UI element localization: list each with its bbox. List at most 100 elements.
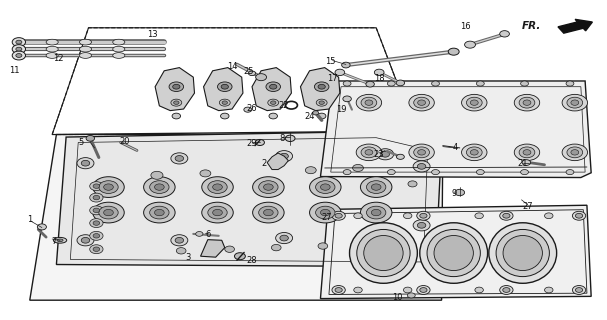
Ellipse shape [461, 144, 487, 161]
Ellipse shape [219, 99, 230, 106]
Ellipse shape [519, 147, 535, 158]
Ellipse shape [396, 154, 404, 159]
Ellipse shape [404, 213, 412, 219]
Ellipse shape [448, 48, 459, 55]
Ellipse shape [90, 206, 103, 215]
Ellipse shape [418, 222, 426, 228]
Ellipse shape [417, 211, 430, 220]
Ellipse shape [367, 181, 386, 194]
Ellipse shape [144, 202, 175, 223]
Ellipse shape [80, 52, 92, 58]
Ellipse shape [409, 94, 435, 111]
Ellipse shape [343, 96, 351, 102]
Ellipse shape [171, 153, 188, 164]
Ellipse shape [12, 51, 25, 60]
Ellipse shape [356, 144, 382, 161]
Polygon shape [30, 131, 443, 300]
Ellipse shape [202, 177, 233, 197]
Ellipse shape [221, 84, 228, 89]
Ellipse shape [285, 135, 295, 141]
Ellipse shape [12, 38, 25, 47]
Text: 14: 14 [227, 62, 237, 71]
Polygon shape [155, 68, 194, 111]
Ellipse shape [353, 164, 364, 172]
Ellipse shape [544, 287, 553, 293]
Text: 18: 18 [374, 74, 384, 83]
Ellipse shape [113, 52, 125, 58]
Ellipse shape [248, 71, 256, 76]
Ellipse shape [432, 170, 439, 175]
Ellipse shape [350, 223, 418, 283]
Ellipse shape [46, 39, 58, 45]
Ellipse shape [434, 236, 473, 270]
Ellipse shape [99, 206, 118, 219]
Ellipse shape [489, 223, 557, 283]
Ellipse shape [571, 150, 578, 155]
Ellipse shape [470, 100, 478, 105]
Ellipse shape [155, 209, 164, 216]
Ellipse shape [12, 45, 25, 53]
Ellipse shape [476, 170, 484, 175]
Ellipse shape [407, 293, 415, 298]
Text: 7: 7 [52, 237, 56, 246]
Text: 29: 29 [247, 139, 257, 148]
Ellipse shape [104, 209, 114, 216]
Ellipse shape [253, 202, 284, 223]
Ellipse shape [176, 248, 186, 254]
Ellipse shape [276, 151, 293, 162]
Polygon shape [267, 153, 288, 170]
Ellipse shape [361, 147, 377, 158]
Ellipse shape [500, 285, 513, 294]
Ellipse shape [342, 62, 350, 68]
Polygon shape [320, 205, 591, 299]
Ellipse shape [90, 219, 103, 228]
Ellipse shape [93, 221, 100, 225]
Ellipse shape [305, 167, 316, 174]
Ellipse shape [212, 209, 222, 216]
Ellipse shape [377, 230, 394, 241]
Ellipse shape [335, 213, 342, 218]
Ellipse shape [256, 140, 265, 146]
Ellipse shape [404, 287, 412, 293]
Ellipse shape [200, 170, 211, 177]
Ellipse shape [544, 213, 553, 219]
Ellipse shape [212, 184, 222, 190]
Ellipse shape [46, 52, 58, 58]
Ellipse shape [99, 181, 118, 194]
Ellipse shape [175, 156, 183, 161]
Ellipse shape [77, 235, 94, 246]
Ellipse shape [354, 213, 362, 219]
Ellipse shape [332, 285, 345, 294]
Ellipse shape [514, 144, 540, 161]
Ellipse shape [244, 107, 252, 112]
Ellipse shape [16, 53, 22, 57]
Ellipse shape [217, 82, 232, 92]
Ellipse shape [171, 235, 188, 246]
Ellipse shape [496, 229, 549, 276]
Ellipse shape [234, 253, 245, 260]
Ellipse shape [172, 84, 180, 89]
Ellipse shape [418, 164, 426, 169]
Ellipse shape [470, 150, 478, 155]
Ellipse shape [354, 287, 362, 293]
Text: FR.: FR. [521, 21, 541, 31]
Polygon shape [252, 68, 291, 111]
Ellipse shape [46, 46, 58, 52]
Ellipse shape [113, 39, 125, 45]
Text: 6: 6 [205, 230, 211, 239]
Ellipse shape [367, 241, 376, 248]
Ellipse shape [268, 99, 279, 106]
Text: 1: 1 [27, 215, 32, 224]
Ellipse shape [86, 135, 95, 141]
Ellipse shape [90, 231, 103, 240]
Ellipse shape [566, 81, 574, 86]
Ellipse shape [475, 287, 483, 293]
Ellipse shape [222, 101, 228, 104]
Text: 17: 17 [327, 74, 338, 83]
Text: 28: 28 [246, 256, 257, 265]
Text: 15: 15 [325, 57, 336, 66]
Text: 3: 3 [186, 253, 191, 262]
Ellipse shape [38, 224, 46, 230]
Ellipse shape [317, 113, 326, 119]
Ellipse shape [361, 202, 392, 223]
